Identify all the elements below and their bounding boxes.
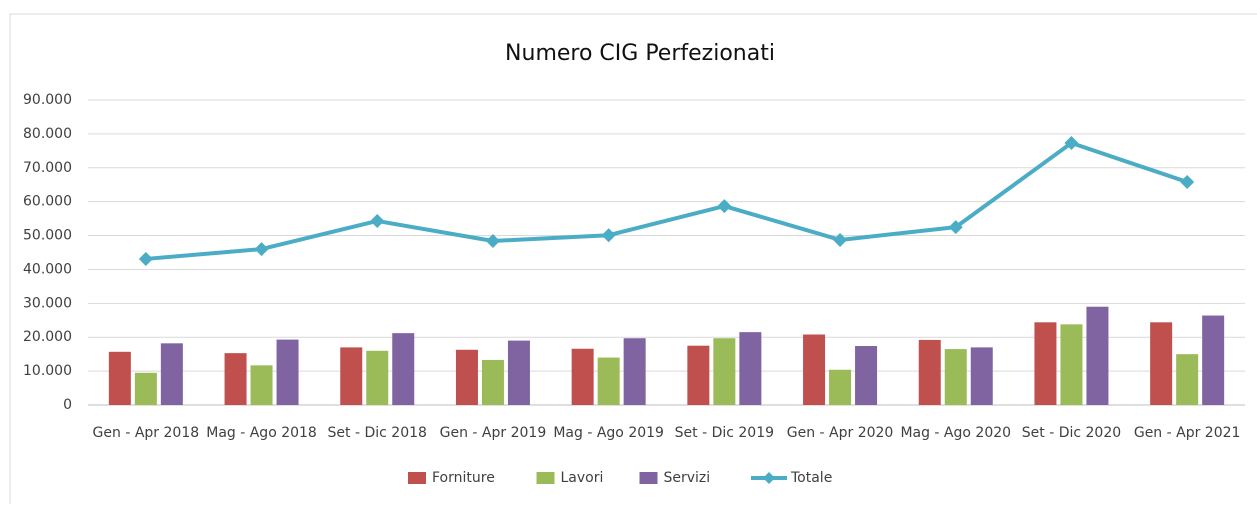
marker <box>370 213 385 228</box>
legend-label: Lavori <box>561 470 604 486</box>
bar <box>1034 322 1057 405</box>
x-tick-label: Mag - Ago 2020 <box>900 425 1011 441</box>
legend-label: Servizi <box>664 470 711 486</box>
marker <box>717 199 732 214</box>
y-tick-label: 40.000 <box>23 261 72 277</box>
x-tick-label: Mag - Ago 2019 <box>553 425 664 441</box>
legend-swatch <box>408 472 426 484</box>
bar <box>481 359 504 405</box>
bar <box>366 350 389 405</box>
bar <box>507 340 530 405</box>
bar <box>1202 315 1225 405</box>
marker <box>601 228 616 243</box>
bar <box>134 372 157 405</box>
bar <box>1086 306 1109 405</box>
line <box>145 141 1188 261</box>
bar <box>455 349 478 405</box>
bar <box>918 339 941 405</box>
marker <box>833 232 848 247</box>
bar <box>250 365 273 405</box>
bar <box>340 347 363 405</box>
bar <box>108 351 131 405</box>
bar <box>713 338 736 405</box>
y-tick-label: 60.000 <box>23 194 72 210</box>
chart-title: Numero CIG Perfezionati <box>505 41 775 66</box>
marker <box>1180 175 1195 190</box>
legend-label: Totale <box>790 470 832 486</box>
bar <box>160 343 183 405</box>
marker <box>138 251 153 266</box>
chart-frame <box>9 13 1257 508</box>
legend-swatch <box>536 472 555 484</box>
x-tick-label: Set - Dic 2018 <box>328 425 427 441</box>
bar <box>687 345 710 405</box>
x-tick-label: Gen - Apr 2021 <box>1134 425 1241 441</box>
bar <box>571 348 594 405</box>
y-tick-label: 80.000 <box>23 126 72 142</box>
y-tick-label: 20.000 <box>23 329 72 345</box>
x-tick-label: Mag - Ago 2018 <box>206 425 317 441</box>
marker <box>948 220 963 235</box>
y-tick-label: 50.000 <box>23 228 72 244</box>
y-tick-label: 70.000 <box>23 160 72 176</box>
bar <box>855 346 878 405</box>
bar <box>739 332 762 405</box>
bar <box>1060 324 1083 405</box>
bar <box>970 347 993 405</box>
bar <box>803 334 826 405</box>
bar <box>276 339 299 405</box>
bar <box>944 349 967 405</box>
x-tick-label: Gen - Apr 2019 <box>440 425 547 441</box>
bar <box>224 353 247 405</box>
bar <box>1176 354 1199 405</box>
x-tick-label: Gen - Apr 2018 <box>93 425 200 441</box>
y-tick-label: 0 <box>63 397 72 413</box>
marker <box>485 233 500 248</box>
bar <box>829 369 852 405</box>
x-tick-label: Set - Dic 2020 <box>1022 425 1121 441</box>
bar <box>1150 322 1173 405</box>
y-tick-label: 10.000 <box>23 363 72 379</box>
y-tick-label: 30.000 <box>23 295 72 311</box>
y-tick-label: 90.000 <box>23 92 72 108</box>
bar <box>597 357 620 405</box>
marker <box>254 242 269 257</box>
bar <box>392 333 415 405</box>
marker <box>1064 136 1079 151</box>
legend-label: Forniture <box>432 470 495 486</box>
legend-swatch <box>639 472 658 484</box>
x-tick-label: Gen - Apr 2020 <box>787 425 894 441</box>
x-tick-label: Set - Dic 2019 <box>675 425 774 441</box>
legend-marker <box>763 472 775 484</box>
bar <box>623 338 646 405</box>
